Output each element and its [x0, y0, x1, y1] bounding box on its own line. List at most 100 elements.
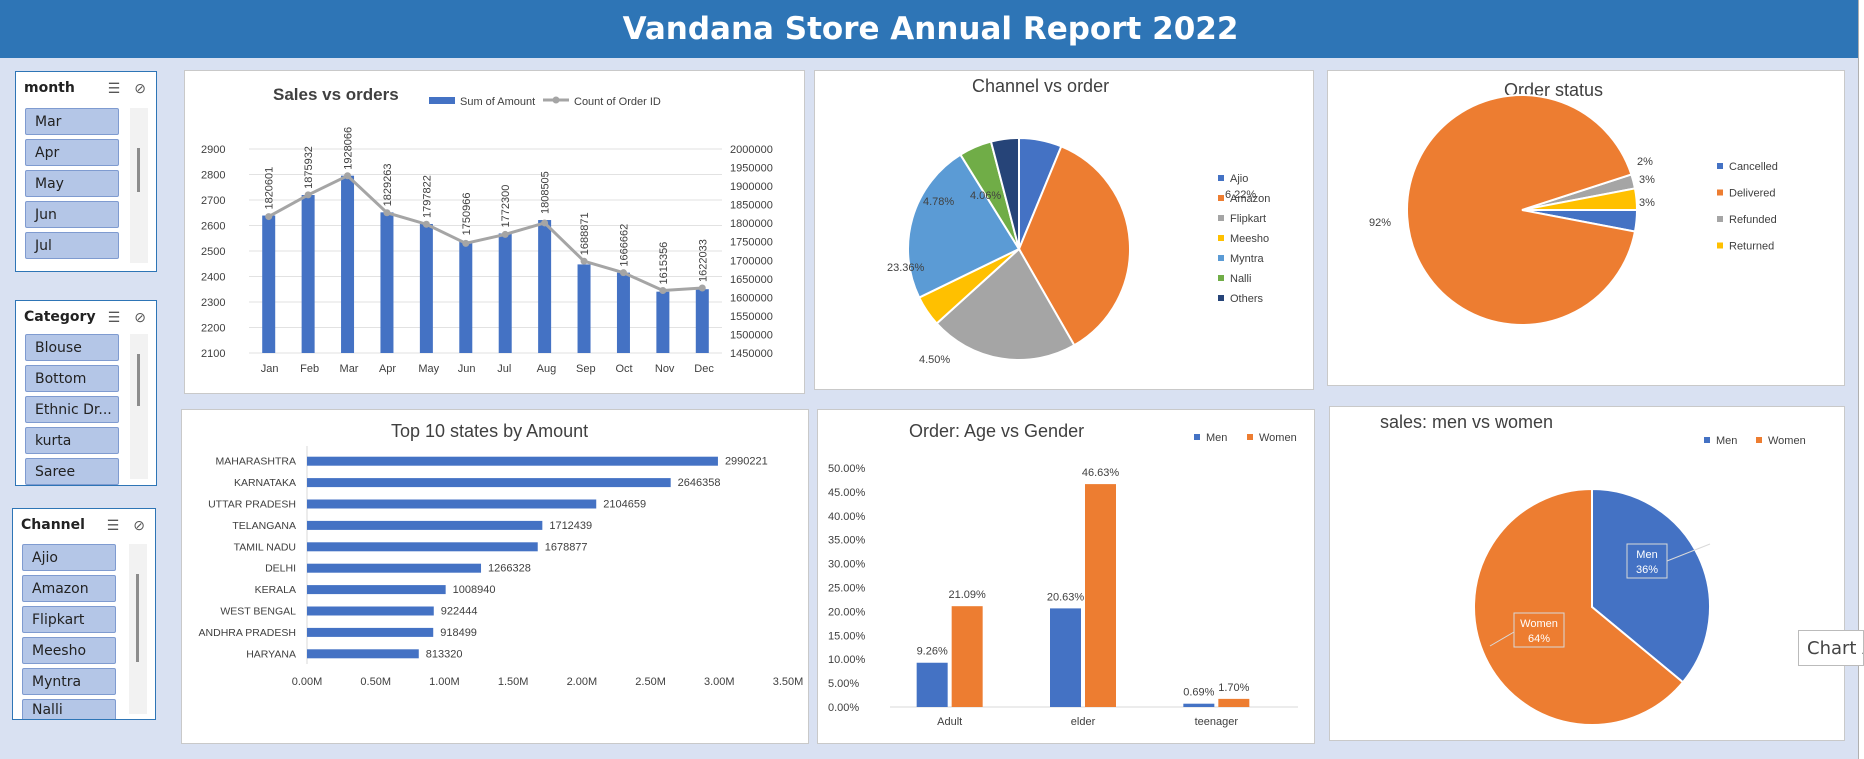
- y-tick-label: TELANGANA: [232, 520, 296, 532]
- bar: [1050, 608, 1081, 707]
- slicer-item[interactable]: kurta: [25, 427, 119, 454]
- data-label: 1829263: [382, 163, 394, 206]
- category-slicer[interactable]: Category ☰ ⊘ Blouse Bottom Ethnic Dr... k…: [15, 300, 157, 486]
- data-label: 1678877: [545, 541, 588, 553]
- data-label: 21.09%: [949, 589, 987, 601]
- men-women-panel[interactable]: sales: men vs women Men Women Men 36% Women 64…: [1329, 406, 1845, 741]
- callout-line: [1489, 631, 1515, 647]
- slicer-item[interactable]: May: [25, 170, 119, 197]
- data-label: 4.50%: [919, 354, 950, 366]
- x-tick-label: Jul: [497, 363, 511, 375]
- slicer-item[interactable]: Bottom: [25, 365, 119, 392]
- data-label: 64%: [1528, 633, 1550, 645]
- top-states-panel[interactable]: Top 10 states by Amount MAHARASHTRA 299022…: [181, 409, 809, 744]
- multi-select-icon[interactable]: ☰: [107, 80, 121, 96]
- slicer-item[interactable]: Jun: [25, 201, 119, 228]
- slicer-item[interactable]: Saree: [25, 458, 119, 485]
- y-tick-label: 40.00%: [828, 511, 866, 523]
- callout-box: [1513, 612, 1565, 648]
- bar: [616, 272, 630, 353]
- slicer-item[interactable]: Ajio: [22, 544, 116, 571]
- pie-slice: [989, 136, 1020, 250]
- multi-select-icon[interactable]: ☰: [107, 309, 121, 325]
- legend-swatch: [1218, 255, 1224, 261]
- legend-label: Count of Order ID: [574, 96, 661, 108]
- legend-label: Delivered: [1729, 188, 1775, 200]
- y2-tick-label: 1700000: [730, 255, 773, 267]
- slicer-item[interactable]: Myntra: [22, 668, 116, 695]
- bar: [951, 606, 983, 707]
- x-tick-label: 0.00M: [292, 676, 323, 688]
- y-tick-label: 5.00%: [828, 678, 859, 690]
- legend-swatch: [1218, 295, 1224, 301]
- legend-swatch: [1218, 215, 1224, 221]
- x-tick-label: Dec: [694, 363, 714, 375]
- age-gender-panel[interactable]: Order: Age vs Gender Men Women 0.00% 5.00% 10…: [817, 409, 1315, 744]
- bar: [916, 662, 948, 707]
- x-tick-label: 1.50M: [498, 676, 529, 688]
- y-tick-label: 10.00%: [828, 654, 866, 666]
- legend-label: Amazon: [1230, 193, 1270, 205]
- y2-tick-label: 1500000: [730, 329, 773, 341]
- data-label: 6.22%: [1225, 189, 1256, 201]
- bar: [307, 585, 446, 595]
- slicer-scrollbar[interactable]: [130, 334, 148, 479]
- y-tick-label: 2300: [201, 297, 225, 309]
- channel-order-chart: Channel vs order6.22%35.48%21.59%4.50%23…: [887, 76, 1353, 410]
- line-point: [619, 269, 627, 277]
- line-point: [462, 239, 470, 247]
- legend-label: Nalli: [1230, 273, 1251, 285]
- slicer-item[interactable]: Amazon: [22, 575, 116, 602]
- y-tick-label: KARNATAKA: [234, 477, 296, 489]
- legend-label: Cancelled: [1729, 161, 1778, 173]
- slicer-item[interactable]: Apr: [25, 139, 119, 166]
- slicer-item[interactable]: Meesho: [22, 637, 116, 664]
- slicer-item[interactable]: Ethnic Dr...: [25, 396, 119, 423]
- clear-filter-icon[interactable]: ⊘: [134, 80, 146, 96]
- slicer-item[interactable]: Jul: [25, 232, 119, 259]
- legend-swatch: [1218, 195, 1224, 201]
- month-slicer[interactable]: month ☰ ⊘ Mar Apr May Jun Jul: [15, 71, 157, 272]
- bar: [262, 215, 276, 353]
- slicer-item[interactable]: Mar: [25, 108, 119, 135]
- x-tick-label: 3.50M: [773, 676, 804, 688]
- x-tick-label: elder: [1071, 716, 1096, 728]
- chart-title: Sales vs orders: [273, 85, 399, 104]
- sales-orders-panel[interactable]: Sales vs orders Sum of Amount Count of Ord…: [184, 70, 805, 394]
- legend-swatch: [1218, 235, 1224, 241]
- slicer-scrollbar[interactable]: [130, 108, 148, 263]
- y-tick-label: 30.00%: [828, 559, 866, 571]
- bar: [307, 563, 482, 573]
- y-tick-label: 2500: [201, 246, 225, 258]
- y-tick-label: TAMIL NADU: [234, 541, 296, 553]
- y-tick-label: 20.00%: [828, 606, 866, 618]
- data-label: 1688871: [579, 212, 591, 255]
- channel-order-panel[interactable]: Channel vs order6.22%35.48%21.59%4.50%23…: [814, 70, 1353, 410]
- legend-label: Women: [1259, 432, 1297, 444]
- callout-line: [1666, 543, 1711, 562]
- bar: [656, 291, 670, 353]
- slicer-item[interactable]: Nalli: [22, 699, 116, 719]
- data-label: Men: [1636, 549, 1657, 561]
- line-point: [541, 219, 549, 227]
- clear-filter-icon[interactable]: ⊘: [134, 309, 146, 325]
- order-status-panel[interactable]: Order status 92% 3% 2% 3% Cancelled Delivered R…: [1327, 70, 1845, 386]
- data-label: 918499: [440, 627, 477, 639]
- channel-slicer[interactable]: Channel ☰ ⊘ Ajio Amazon Flipkart Meesho M…: [12, 508, 156, 720]
- line-point: [659, 287, 667, 295]
- data-label: 1622033: [697, 239, 709, 282]
- y2-tick-label: 1900000: [730, 181, 773, 193]
- sales-orders-chart: Sales vs orders Sum of Amount Count of Ord…: [201, 85, 773, 375]
- slicer-item[interactable]: Flipkart: [22, 606, 116, 633]
- y-tick-label: 2200: [201, 323, 225, 335]
- x-tick-label: May: [418, 363, 439, 375]
- legend-swatch: [1247, 434, 1253, 440]
- slicer-scrollbar[interactable]: [129, 544, 147, 714]
- multi-select-icon[interactable]: ☰: [106, 517, 120, 533]
- clear-filter-icon[interactable]: ⊘: [133, 517, 145, 533]
- slicer-item[interactable]: Blouse: [25, 334, 119, 361]
- data-label: Women: [1520, 618, 1558, 630]
- data-label: 2104659: [603, 499, 646, 511]
- bar: [695, 289, 709, 353]
- legend-label: Sum of Amount: [460, 96, 535, 108]
